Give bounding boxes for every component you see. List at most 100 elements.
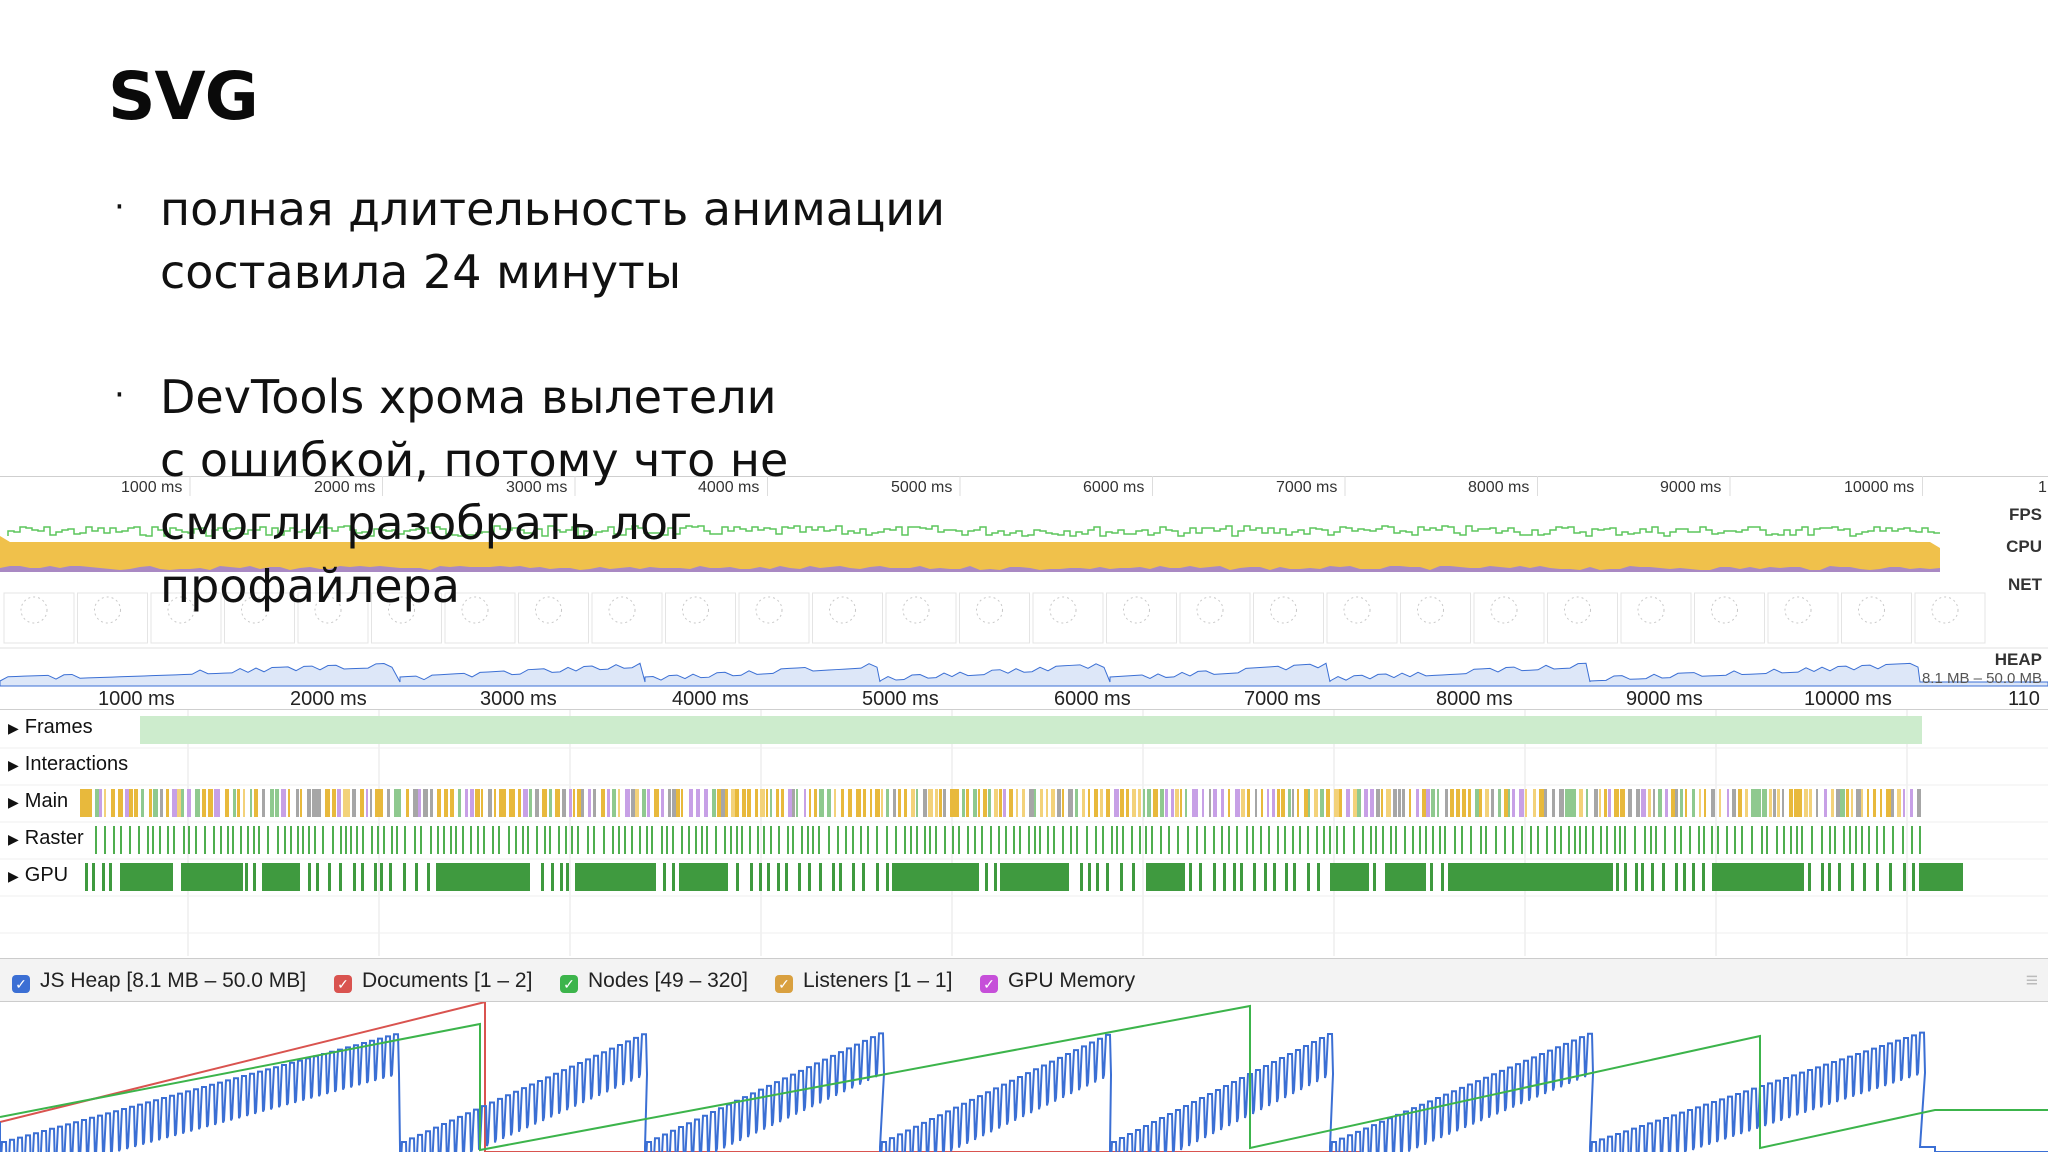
raster-task-bar [147,826,149,854]
checkbox-icon[interactable]: ✓ [775,975,793,993]
track-interactions-label[interactable]: ▶ Interactions [8,753,129,775]
gpu-task-bar [971,863,974,891]
main-task-bar [337,789,341,817]
raster-task-bar [646,826,648,854]
filmstrip-frame-preview [388,596,415,624]
raster-task-bar [1047,826,1049,854]
filmstrip-frame-preview [20,596,48,624]
raster-task-bar [1776,826,1778,854]
checkbox-icon[interactable]: ✓ [334,975,352,993]
raster-task-bar [247,826,249,854]
gpu-task-bar [1253,863,1256,891]
raster-task-bar [549,826,551,854]
checkbox-icon[interactable]: ✓ [12,975,30,993]
raster-task-bar [1444,826,1446,854]
main-task-bar [1475,789,1479,817]
expand-triangle-icon[interactable]: ▶ [8,720,19,736]
filmstrip-frame [518,592,589,644]
raster-task-bar [1204,826,1206,854]
gpu-task-bar [1285,863,1288,891]
gpu-task-bar [1518,863,1521,891]
gpu-task-bar [262,863,300,891]
track-gpu[interactable]: ▶ GPU [0,860,2048,896]
gpu-task-bar [1876,863,1879,891]
raster-task-bar [1353,826,1355,854]
main-task-bar [1075,789,1078,817]
legend-menu-icon[interactable]: ≡ [2025,969,2038,992]
expand-triangle-icon[interactable]: ▶ [8,831,19,847]
main-task-bar [1353,789,1358,817]
main-task-bar [625,789,630,817]
main-task-bar [1160,789,1164,817]
raster-task-bar [1177,826,1179,854]
main-task-bar [181,789,184,817]
main-task-bar [1235,789,1240,817]
raster-task-bar [1131,826,1133,854]
legend-documents[interactable]: ✓ Documents [1 – 2] [334,969,532,993]
main-task-bar [618,789,620,817]
raster-task-bar [240,826,242,854]
raster-task-bar [724,826,726,854]
raster-task-bar [1680,826,1682,854]
raster-task-bar [536,826,538,854]
track-gpu-label[interactable]: ▶ GPU [8,864,69,886]
track-main[interactable]: ▶ Main [0,786,2048,822]
main-task-bar [549,789,552,817]
gpu-task-bar [1616,863,1619,891]
gpu-task-bar [1821,863,1824,891]
main-task-bar [1508,789,1510,817]
raster-task-bar [345,826,347,854]
main-task-bar [804,789,806,817]
main-task-bar [1794,789,1798,817]
main-task-bar [954,789,959,817]
gpu-task-bar [852,863,855,891]
gpu-task-bar [1048,863,1051,891]
track-frames[interactable]: ▶ Frames [0,712,2048,748]
timeline-tick: 5000 ms [862,688,939,710]
raster-task-bar [450,826,452,854]
raster-task-bar [1876,826,1878,854]
main-task-bar [819,789,824,817]
main-task-bar [1699,789,1701,817]
raster-task-bar [1829,826,1831,854]
legend-listeners[interactable]: ✓ Listeners [1 – 1] [775,969,952,993]
raster-task-bar [1390,826,1392,854]
raster-task-bar [910,826,912,854]
main-task-bar [742,789,746,817]
track-frames-label[interactable]: ▶ Frames [8,716,93,738]
expand-triangle-icon[interactable]: ▶ [8,868,19,884]
legend-js-heap[interactable]: ✓ JS Heap [8.1 MB – 50.0 MB] [12,969,306,993]
filmstrip-frame [665,592,736,644]
track-interactions[interactable]: ▶ Interactions [0,749,2048,785]
main-task-bar [153,789,158,817]
raster-task-bar [603,826,605,854]
checkbox-icon[interactable]: ✓ [980,975,998,993]
legend-nodes[interactable]: ✓ Nodes [49 – 320] [560,969,748,993]
raster-task-bar [308,826,310,854]
track-raster-label[interactable]: ▶ Raster [8,827,84,849]
raster-task-bar [1883,826,1885,854]
checkbox-icon[interactable]: ✓ [560,975,578,993]
track-raster[interactable]: ▶ Raster [0,823,2048,859]
main-task-bar [1143,789,1145,817]
filmstrip [0,592,2048,649]
main-task-bar [676,789,680,817]
main-task-bar [1620,789,1625,817]
gpu-task-bar [1080,863,1083,891]
raster-task-bar [1329,826,1331,854]
gpu-task-bar [679,863,726,891]
expand-triangle-icon[interactable]: ▶ [8,794,19,810]
raster-task-bar [1196,826,1198,854]
raster-task-bar [1530,826,1532,854]
raster-task-bar [730,826,732,854]
track-main-label[interactable]: ▶ Main [8,790,69,812]
main-task-bar [1339,789,1342,817]
main-task-bar [1308,789,1310,817]
main-task-bar [1777,789,1780,817]
main-task-bar [360,789,364,817]
raster-task-bar [787,826,789,854]
main-task-bar [898,789,901,817]
raster-task-bar [1537,826,1539,854]
legend-gpu-memory[interactable]: ✓ GPU Memory [980,969,1135,993]
expand-triangle-icon[interactable]: ▶ [8,757,19,773]
